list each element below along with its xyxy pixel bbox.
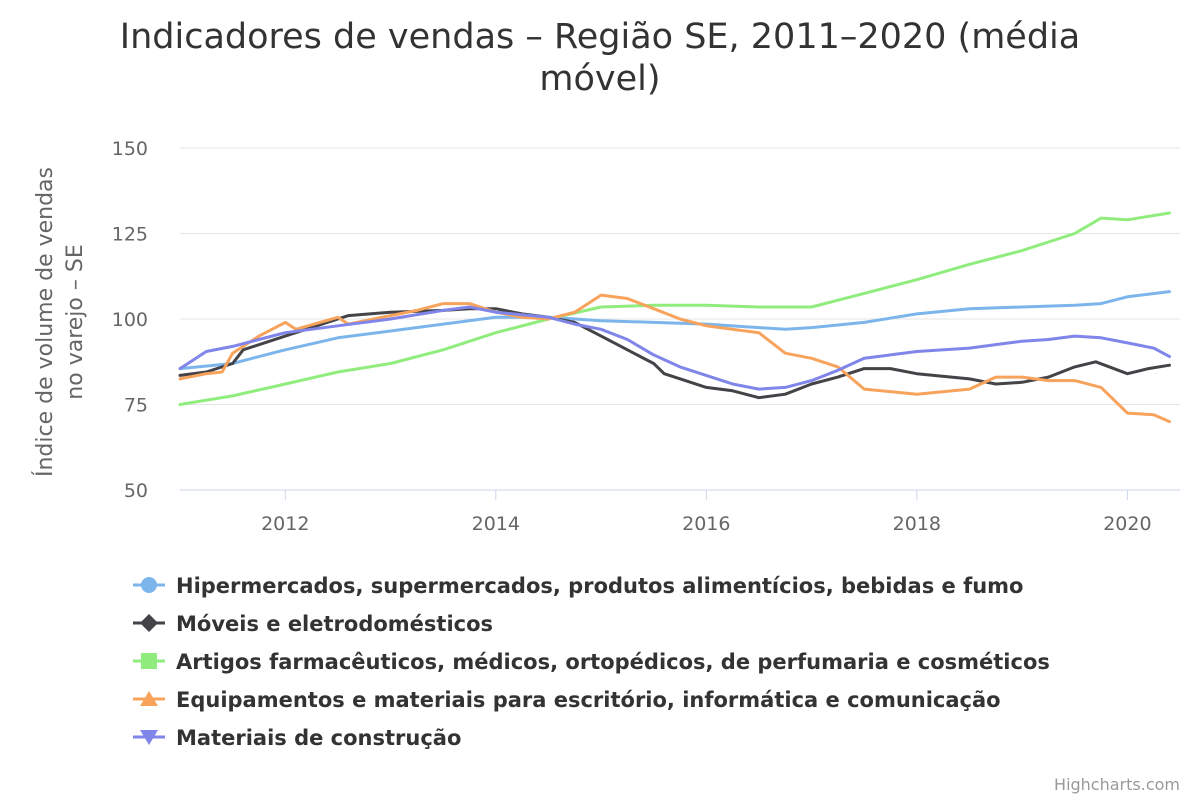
credits-link[interactable]: Highcharts.com xyxy=(1054,775,1180,794)
chart-title-line-1: Indicadores de vendas – Região SE, 2011–… xyxy=(120,17,1080,57)
y-axis-title-line-1: Índice de volume de vendas xyxy=(32,167,58,477)
y-tick-label: 100 xyxy=(112,309,148,331)
legend-marker-icon xyxy=(140,614,158,632)
x-tick-label: 2016 xyxy=(682,513,730,535)
y-tick-label: 125 xyxy=(112,224,148,246)
x-tick-label: 2014 xyxy=(472,513,520,535)
legend-item-4[interactable]: Equipamentos e materiais para escritório… xyxy=(133,688,1001,712)
series-line-3[interactable] xyxy=(178,211,1171,406)
y-axis-title: Índice de volume de vendas no varejo – S… xyxy=(32,167,88,477)
legend-item-2[interactable]: Móveis e eletrodomésticos xyxy=(133,612,493,636)
legend-label: Móveis e eletrodomésticos xyxy=(176,612,493,636)
legend-label: Artigos farmacêuticos, médicos, ortopédi… xyxy=(176,650,1050,674)
series-line-1[interactable] xyxy=(178,290,1171,371)
legend-item-5[interactable]: Materiais de construção xyxy=(133,726,461,750)
y-tick-label: 75 xyxy=(124,395,148,417)
legend-item-1[interactable]: Hipermercados, supermercados, produtos a… xyxy=(133,574,1023,598)
chart-title-line-2: móvel) xyxy=(539,59,660,99)
x-tick-label: 2020 xyxy=(1103,513,1151,535)
x-tick-label: 2012 xyxy=(261,513,309,535)
y-axis-ticks: 150 125 100 75 50 xyxy=(112,138,148,502)
plot-area xyxy=(178,211,1171,424)
legend: Hipermercados, supermercados, produtos a… xyxy=(133,574,1050,750)
legend-marker-icon xyxy=(140,730,158,745)
legend-label: Materiais de construção xyxy=(176,726,461,750)
legend-label: Hipermercados, supermercados, produtos a… xyxy=(176,574,1023,598)
legend-item-3[interactable]: Artigos farmacêuticos, médicos, ortopédi… xyxy=(133,650,1050,674)
legend-label: Equipamentos e materiais para escritório… xyxy=(176,688,1001,712)
y-tick-label: 50 xyxy=(124,480,148,502)
legend-marker-icon xyxy=(140,691,158,706)
y-tick-label: 150 xyxy=(112,138,148,160)
legend-marker-icon xyxy=(141,577,157,593)
x-tick-label: 2018 xyxy=(893,513,941,535)
y-axis-title-line-2: no varejo – SE xyxy=(63,244,88,399)
series-line-5[interactable] xyxy=(178,305,1171,391)
x-axis: 2012 2014 2016 2018 2020 xyxy=(180,489,1180,535)
legend-marker-icon xyxy=(141,653,157,669)
series-line-4[interactable] xyxy=(178,293,1171,424)
